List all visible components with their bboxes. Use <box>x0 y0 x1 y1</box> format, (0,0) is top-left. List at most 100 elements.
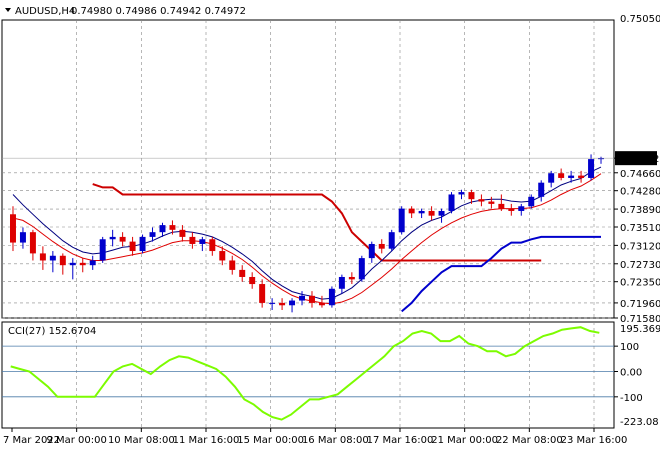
time-axis-label: 7 Mar 2022 <box>3 435 60 446</box>
trailing-stop-upper <box>92 183 542 262</box>
candle-body <box>428 210 435 216</box>
cci-title: CCI(27) 152.6704 <box>8 326 96 337</box>
price-axis-label: 0.73510 <box>620 223 660 234</box>
candle-body <box>109 236 116 240</box>
candle-body <box>448 194 455 211</box>
ohlc-label: 0.74980 0.74986 0.74942 0.74972 <box>71 6 246 17</box>
candle-body <box>438 210 445 216</box>
candle-body <box>9 214 16 243</box>
candle-body <box>149 232 156 237</box>
candle-body <box>299 295 306 301</box>
last-price-tag <box>615 151 657 166</box>
candle-body <box>348 276 355 280</box>
price-axis-label: 0.71960 <box>620 299 660 310</box>
candle-body <box>588 159 595 178</box>
candle-body <box>508 208 515 211</box>
candle-body <box>229 260 236 270</box>
candle-body <box>478 199 485 202</box>
candle-body <box>79 262 86 266</box>
candle-body <box>328 288 335 306</box>
candle-body <box>29 232 36 254</box>
time-axis-label: 15 Mar 00:00 <box>237 435 304 446</box>
candle-body <box>129 241 136 252</box>
cci-level-label: 100 <box>620 342 639 353</box>
candle-body <box>488 201 495 204</box>
price-axis-label: 0.74660 <box>620 169 660 180</box>
candle-body <box>368 243 375 259</box>
candle-body <box>408 208 415 214</box>
candle-body <box>538 182 545 197</box>
cci-pane-frame <box>1 321 615 429</box>
candle-body <box>279 302 286 306</box>
candle-body <box>209 239 216 252</box>
candle-body <box>598 158 605 160</box>
candle-body <box>219 251 226 261</box>
price-axis-top-label: 0.75050 <box>620 14 660 25</box>
candle-body <box>59 255 66 266</box>
candle-body <box>548 173 555 183</box>
candle-body <box>468 192 475 200</box>
candle-body <box>49 255 56 261</box>
candle-body <box>199 239 206 244</box>
trailing-stop-lower <box>401 235 601 313</box>
time-axis-label: 10 Mar 08:00 <box>108 435 175 446</box>
candle-body <box>189 236 196 244</box>
cci-pane: 100 0.00 -100 195.3692 -223.08 <box>1 321 660 429</box>
candle-body <box>308 295 315 303</box>
candle-body <box>119 236 126 242</box>
candle-body <box>388 232 395 249</box>
price-pane: 0.71580 0.71960 0.72350 0.72730 0.73120 0.735… <box>1 14 660 325</box>
candle-body <box>39 253 46 261</box>
candle-body <box>139 236 146 252</box>
candle-body <box>358 258 365 280</box>
cci-level-label: 0.00 <box>620 367 642 378</box>
cci-bottom-label: -223.08 <box>620 417 659 428</box>
candle-body <box>69 262 76 266</box>
price-axis-label: 0.72730 <box>620 260 660 271</box>
cci-top-label: 195.3692 <box>620 324 660 335</box>
candle-body <box>518 206 525 211</box>
candle-body <box>318 302 325 306</box>
candle-body <box>239 269 246 277</box>
time-axis-label: 9 Mar 00:00 <box>46 435 106 446</box>
candle-body <box>378 243 385 249</box>
candle-body <box>99 239 106 261</box>
candle-body <box>259 284 266 303</box>
cci-line <box>10 326 600 421</box>
price-axis-label: 0.74280 <box>620 187 660 198</box>
price-axis-label: 0.73890 <box>620 205 660 216</box>
candle-body <box>159 225 166 233</box>
price-axis-label: 0.73120 <box>620 241 660 252</box>
time-axis-label: 11 Mar 16:00 <box>173 435 240 446</box>
symbol-dropdown-icon <box>5 8 11 12</box>
candle-body <box>578 175 585 178</box>
time-axis-label: 22 Mar 08:00 <box>496 435 563 446</box>
candle-body <box>289 300 296 306</box>
candle-body <box>89 260 96 266</box>
candle-body <box>179 229 186 237</box>
time-axis-label: 16 Mar 08:00 <box>302 435 369 446</box>
price-axis-label: 0.71580 <box>620 314 660 325</box>
candle-body <box>249 276 256 285</box>
candle-body <box>568 175 575 178</box>
price-pane-frame <box>1 19 615 319</box>
time-axis-label: 17 Mar 16:00 <box>367 435 434 446</box>
time-axis-label: 21 Mar 00:00 <box>431 435 498 446</box>
candle-body <box>19 232 26 243</box>
candle-body <box>528 196 535 207</box>
candle-body <box>398 208 405 233</box>
candle-body <box>558 173 565 178</box>
candle-body <box>269 302 276 304</box>
moving-average-fast <box>12 166 602 300</box>
cci-level-label: -100 <box>620 393 643 404</box>
candle-body <box>418 210 425 214</box>
candle-body <box>458 192 465 195</box>
candle-body <box>338 276 345 289</box>
candle-body <box>169 225 176 230</box>
candle-body <box>498 203 505 209</box>
symbol-label: AUDUSD,H4 <box>15 6 75 17</box>
price-axis-label: 0.72350 <box>620 278 660 289</box>
